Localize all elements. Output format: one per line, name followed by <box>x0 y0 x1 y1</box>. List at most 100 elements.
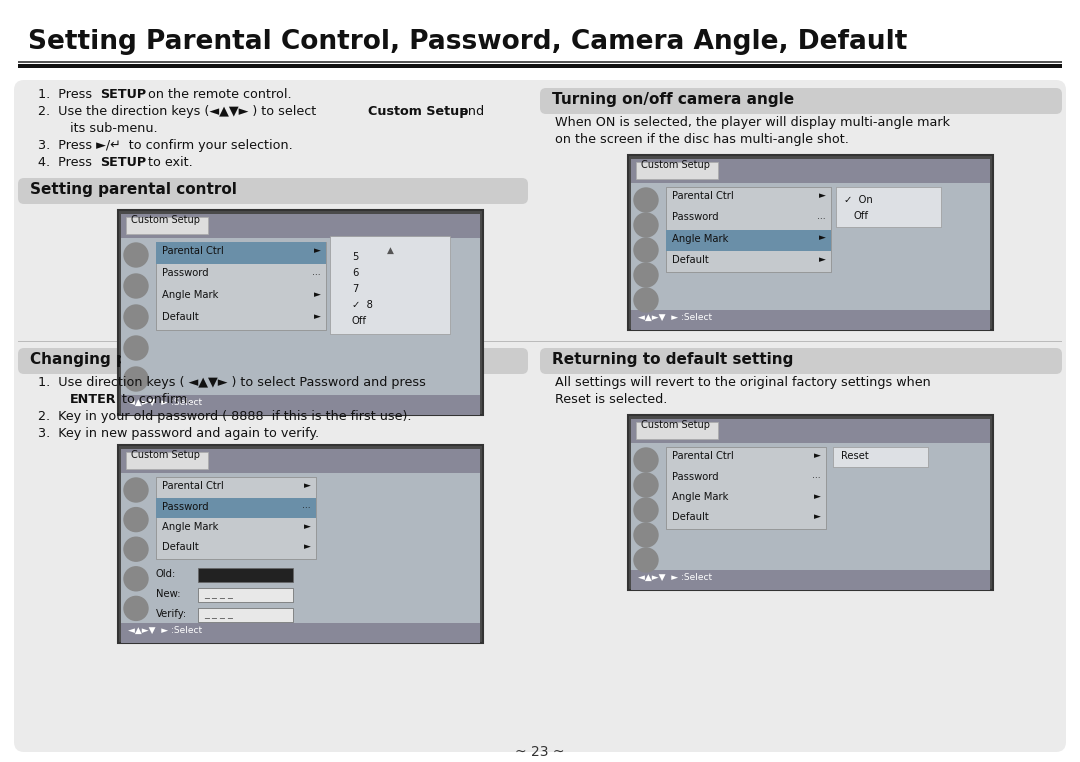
Text: Default: Default <box>672 255 708 264</box>
Text: to exit.: to exit. <box>144 156 192 169</box>
Bar <box>198 568 293 582</box>
Text: When ON is selected, the player will display multi-angle mark: When ON is selected, the player will dis… <box>555 116 950 129</box>
Text: _ _ _ _: _ _ _ _ <box>204 608 233 618</box>
Bar <box>18 60 1062 63</box>
Bar <box>156 242 326 330</box>
Text: Parental Ctrl: Parental Ctrl <box>672 451 733 461</box>
Circle shape <box>634 448 658 472</box>
Text: Password: Password <box>162 501 208 511</box>
Bar <box>121 460 480 623</box>
Text: ...: ... <box>312 268 321 277</box>
Text: ►: ► <box>305 522 311 531</box>
Text: Changing password: Changing password <box>30 352 198 367</box>
Text: 3.  Key in new password and again to verify.: 3. Key in new password and again to veri… <box>38 427 319 440</box>
Text: ENTER: ENTER <box>70 393 117 406</box>
Text: 1.  Press: 1. Press <box>38 88 96 101</box>
Text: to confirm.: to confirm. <box>118 393 191 406</box>
Text: Reset: Reset <box>841 451 868 461</box>
Text: All settings will revert to the original factory settings when: All settings will revert to the original… <box>555 376 931 389</box>
Text: ◄▲►▼  ► :Select: ◄▲►▼ ► :Select <box>129 398 202 406</box>
Text: Angle Mark: Angle Mark <box>672 233 728 244</box>
Bar <box>836 187 941 227</box>
Text: ►: ► <box>314 312 321 321</box>
Bar <box>121 449 480 473</box>
Bar <box>330 236 450 334</box>
Bar <box>666 447 826 529</box>
Text: New:: New: <box>156 589 180 599</box>
Circle shape <box>124 243 148 267</box>
Text: Password: Password <box>672 472 718 482</box>
Text: Custom Setup: Custom Setup <box>642 160 710 170</box>
Bar <box>118 445 483 643</box>
Text: Custom Setup: Custom Setup <box>368 105 469 118</box>
Bar <box>631 170 990 310</box>
Text: ◄▲►▼  ► :Select: ◄▲►▼ ► :Select <box>129 626 202 635</box>
Text: ►: ► <box>814 492 821 501</box>
Text: Default: Default <box>162 312 199 322</box>
Text: Default: Default <box>672 513 708 523</box>
Circle shape <box>124 367 148 391</box>
Circle shape <box>124 567 148 591</box>
Text: ...: ... <box>302 501 311 511</box>
Circle shape <box>634 473 658 497</box>
Text: ►: ► <box>305 481 311 490</box>
Bar <box>121 395 480 415</box>
Text: Returning to default setting: Returning to default setting <box>552 352 794 367</box>
Text: ►: ► <box>314 290 321 299</box>
Text: its sub-menu.: its sub-menu. <box>70 122 158 135</box>
Bar <box>833 447 928 467</box>
Bar <box>126 452 208 469</box>
FancyBboxPatch shape <box>540 348 1062 374</box>
Text: ►: ► <box>314 246 321 255</box>
Bar <box>121 225 480 395</box>
Text: 3.  Press ►/↵  to confirm your selection.: 3. Press ►/↵ to confirm your selection. <box>38 139 293 152</box>
Text: ✓  8: ✓ 8 <box>352 300 373 310</box>
Circle shape <box>124 305 148 329</box>
Text: ►: ► <box>305 543 311 552</box>
Bar <box>636 422 718 439</box>
FancyBboxPatch shape <box>18 178 528 204</box>
Text: Setting Parental Control, Password, Camera Angle, Default: Setting Parental Control, Password, Came… <box>28 29 907 55</box>
Circle shape <box>124 478 148 502</box>
Bar <box>18 64 1062 68</box>
Text: Angle Mark: Angle Mark <box>162 290 218 300</box>
Circle shape <box>634 188 658 212</box>
Circle shape <box>634 523 658 547</box>
Text: Parental Ctrl: Parental Ctrl <box>162 246 224 256</box>
Text: Parental Ctrl: Parental Ctrl <box>162 481 224 491</box>
Bar <box>121 214 480 238</box>
Text: SETUP: SETUP <box>100 88 146 101</box>
Text: Password: Password <box>162 268 208 278</box>
Circle shape <box>124 507 148 532</box>
Text: ►: ► <box>814 513 821 521</box>
Text: 1.  Use direction keys ( ◄▲▼► ) to select Password and press: 1. Use direction keys ( ◄▲▼► ) to select… <box>38 376 426 389</box>
Bar <box>666 187 831 272</box>
Text: Custom Setup: Custom Setup <box>131 450 200 460</box>
Text: and: and <box>456 105 484 118</box>
Text: Old:: Old: <box>156 569 176 579</box>
Text: 2.  Key in your old password ( 8888  if this is the first use).: 2. Key in your old password ( 8888 if th… <box>38 410 411 423</box>
Text: Parental Ctrl: Parental Ctrl <box>672 191 733 201</box>
Bar <box>631 310 990 330</box>
Bar <box>636 162 718 179</box>
Text: Password: Password <box>672 213 718 223</box>
Bar <box>631 159 990 183</box>
Text: SETUP: SETUP <box>100 156 146 169</box>
Bar <box>631 570 990 590</box>
Circle shape <box>634 213 658 237</box>
Text: 6: 6 <box>352 268 359 278</box>
Text: ◄▲►▼  ► :Select: ◄▲►▼ ► :Select <box>638 312 712 322</box>
Text: ✓  On: ✓ On <box>843 195 873 205</box>
Bar <box>121 623 480 643</box>
Text: Default: Default <box>162 543 199 552</box>
Bar <box>627 415 993 590</box>
Bar <box>156 498 316 518</box>
Text: ►: ► <box>819 255 826 264</box>
Text: _ _ _ _: _ _ _ _ <box>204 588 233 598</box>
Circle shape <box>634 238 658 262</box>
Bar <box>118 210 483 415</box>
Text: ...: ... <box>812 472 821 481</box>
Circle shape <box>124 597 148 620</box>
FancyBboxPatch shape <box>18 348 528 374</box>
Text: Turning on/off camera angle: Turning on/off camera angle <box>552 92 794 107</box>
